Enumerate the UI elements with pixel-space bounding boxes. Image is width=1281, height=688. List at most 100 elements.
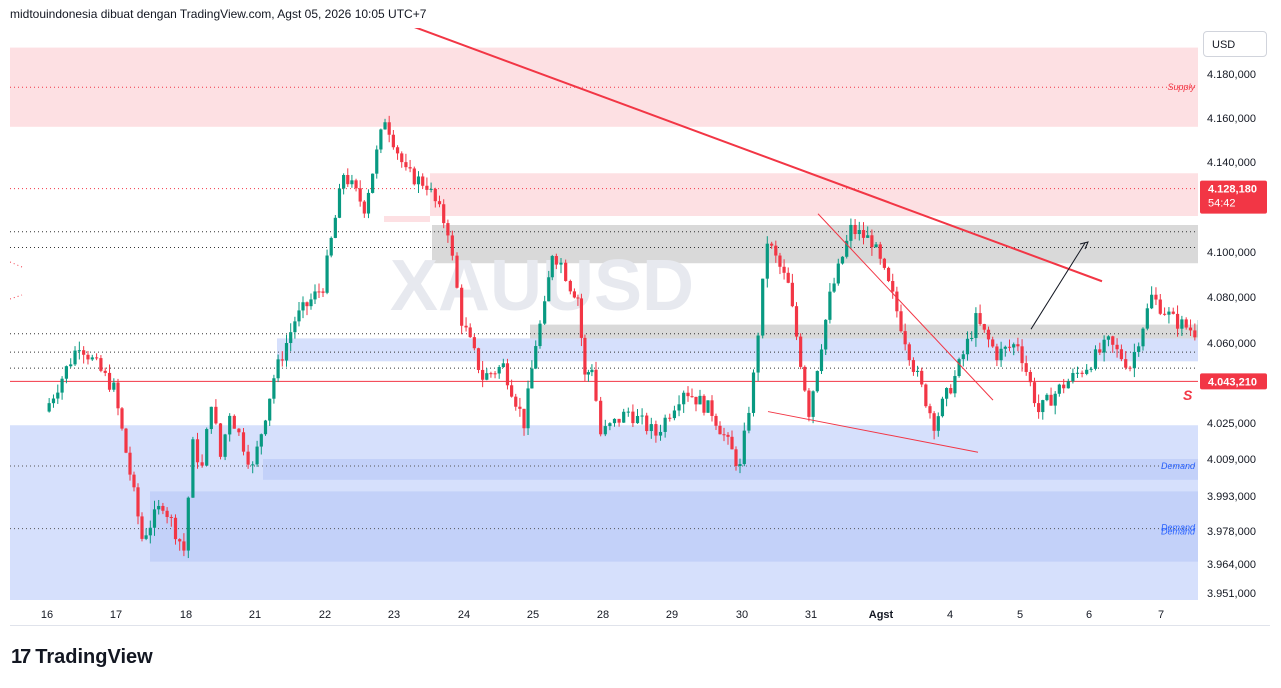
candle-body bbox=[305, 302, 309, 307]
candle-body bbox=[1012, 344, 1016, 348]
candle-body bbox=[1075, 372, 1080, 374]
candle-body bbox=[853, 224, 857, 235]
candle-body bbox=[1007, 346, 1012, 348]
candle-body bbox=[765, 243, 769, 279]
candle-body bbox=[928, 406, 932, 414]
x-tick-label: 25 bbox=[527, 609, 539, 621]
candle-body bbox=[124, 428, 128, 453]
candle-body bbox=[874, 244, 878, 248]
level-price-label: 4.043,210 bbox=[1208, 376, 1257, 388]
candle-body bbox=[485, 373, 489, 380]
candle-body bbox=[794, 306, 799, 337]
y-tick-label: 4.080,000 bbox=[1207, 292, 1256, 304]
candle-body bbox=[866, 235, 870, 238]
candle-body bbox=[782, 266, 786, 273]
candle-body bbox=[77, 350, 81, 352]
candle-body bbox=[209, 406, 213, 430]
candle-body bbox=[165, 510, 169, 517]
candle-body bbox=[329, 237, 333, 256]
candle-body bbox=[774, 245, 778, 256]
candle-body bbox=[1003, 346, 1007, 349]
candle-body bbox=[1080, 372, 1084, 374]
candle-body bbox=[663, 417, 667, 432]
candle-body bbox=[568, 280, 572, 292]
candle-body bbox=[1032, 382, 1037, 404]
candle-body bbox=[1111, 336, 1115, 345]
candle-body bbox=[472, 337, 476, 349]
candle-body bbox=[991, 339, 995, 347]
candle-body bbox=[845, 240, 849, 257]
candle-body bbox=[518, 406, 522, 409]
candle-body bbox=[538, 323, 542, 347]
candle-body bbox=[272, 378, 276, 399]
candle-body bbox=[682, 392, 686, 405]
candle-body bbox=[379, 129, 383, 150]
candle-body bbox=[1203, 294, 1206, 320]
supply-zone-top bbox=[10, 47, 1198, 127]
candle-body bbox=[191, 439, 195, 498]
candle-body bbox=[437, 201, 442, 205]
candle-body bbox=[1115, 344, 1119, 350]
candle-body bbox=[603, 426, 607, 435]
candle-body bbox=[1207, 268, 1210, 294]
y-tick-label: 4.160,000 bbox=[1207, 113, 1256, 125]
candle-body bbox=[949, 388, 953, 394]
projection-arrow bbox=[1030, 242, 1086, 330]
candle-body bbox=[622, 411, 626, 423]
candle-body bbox=[173, 517, 178, 540]
candle-body bbox=[395, 147, 400, 154]
candle-body bbox=[433, 188, 437, 202]
candle-body bbox=[460, 287, 464, 326]
candle-body bbox=[702, 395, 706, 413]
x-tick-label: 24 bbox=[458, 609, 470, 621]
y-tick-label: 3.993,000 bbox=[1207, 491, 1256, 503]
candle-body bbox=[387, 122, 391, 135]
tradingview-logo[interactable]: 17 TradingView bbox=[11, 646, 153, 669]
x-tick-label: 7 bbox=[1158, 609, 1164, 621]
candle-body bbox=[608, 423, 612, 427]
candle-body bbox=[182, 541, 186, 551]
candle-body bbox=[152, 509, 157, 528]
currency-selector[interactable]: USD bbox=[1203, 31, 1267, 57]
candle-body bbox=[1124, 359, 1128, 368]
candle-body bbox=[514, 396, 518, 407]
candle-body bbox=[136, 487, 140, 517]
x-tick-label: 28 bbox=[597, 609, 609, 621]
candle-body bbox=[1137, 346, 1141, 352]
candle-body bbox=[268, 398, 272, 421]
candle-body bbox=[112, 382, 116, 390]
candle-body bbox=[1089, 368, 1093, 370]
candle-body bbox=[836, 263, 840, 284]
candle-body bbox=[1062, 384, 1066, 389]
current-price-label: 4.128,180 bbox=[1208, 184, 1257, 196]
candle-body bbox=[1085, 369, 1089, 374]
x-tick-label: 23 bbox=[388, 609, 400, 621]
candle-body bbox=[501, 363, 505, 368]
candle-body bbox=[1184, 319, 1188, 328]
x-tick-label: 31 bbox=[805, 609, 817, 621]
candle-body bbox=[263, 420, 268, 435]
candle-body bbox=[276, 359, 280, 379]
y-tick-label: 4.180,000 bbox=[1207, 69, 1256, 81]
candle-body bbox=[924, 384, 928, 407]
candle-body bbox=[840, 256, 845, 264]
candle-body bbox=[362, 201, 366, 214]
candle-body bbox=[1119, 349, 1123, 360]
candle-body bbox=[1037, 403, 1041, 413]
candle-body bbox=[342, 174, 346, 189]
candle-body bbox=[706, 400, 710, 413]
candle-body bbox=[107, 372, 112, 390]
candle-body bbox=[583, 337, 587, 375]
candle-body bbox=[429, 188, 433, 190]
candle-body bbox=[371, 173, 375, 193]
candle-body bbox=[1102, 339, 1106, 353]
candle-body bbox=[1175, 313, 1180, 329]
candle-body bbox=[86, 354, 90, 360]
candle-body bbox=[920, 370, 924, 385]
candle-body bbox=[1093, 349, 1098, 369]
candle-body bbox=[1215, 217, 1218, 241]
candle-body bbox=[1180, 319, 1184, 329]
x-tick-label: 5 bbox=[1017, 609, 1023, 621]
candle-body bbox=[861, 230, 866, 238]
